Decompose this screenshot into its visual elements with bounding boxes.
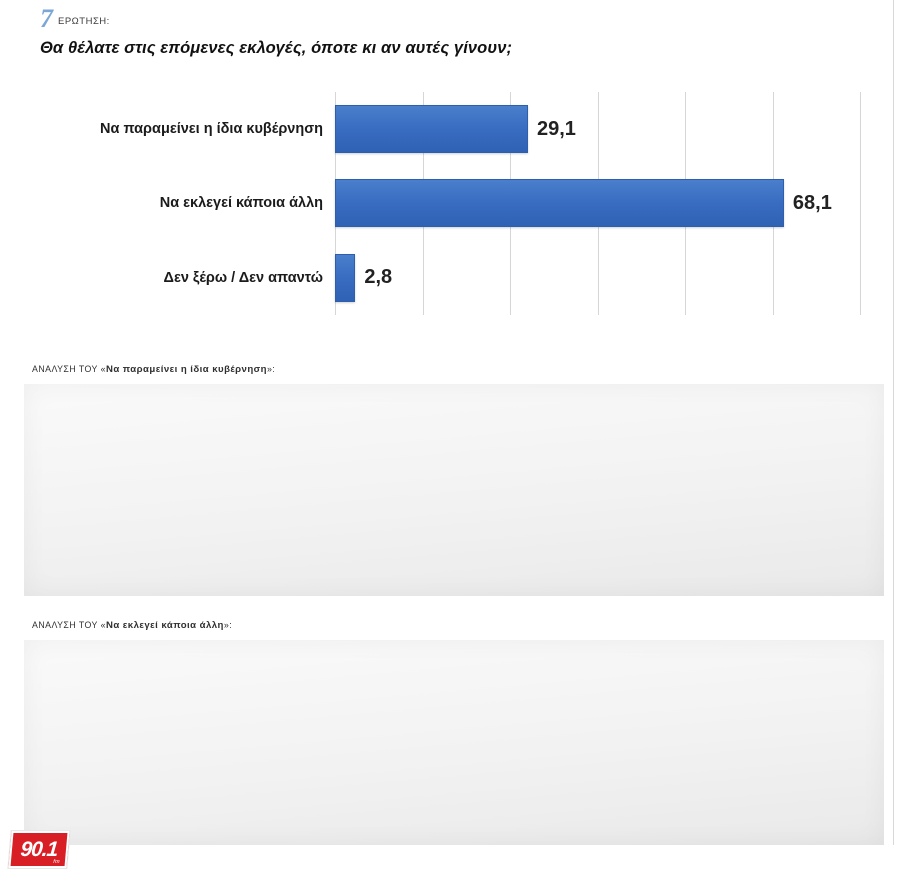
main-bar-row: Δεν ξέρω / Δεν απαντώ 2,8 <box>60 241 860 315</box>
station-logo-text: 90.1 <box>19 838 59 861</box>
breakdown-chart-other-groups <box>24 640 884 845</box>
section-caption-other: ΑΝΑΛΥΣΗ ΤΟΥ «Να εκλεγεί κάποια άλλη»: <box>32 620 232 631</box>
breakdown-chart-stay <box>24 384 884 596</box>
section-caption-other-suffix: »: <box>223 620 233 630</box>
station-logo: 90.1 fm <box>8 831 70 868</box>
section-caption-stay-bold: Να παραμείνει η ίδια κυβέρνηση <box>105 364 267 375</box>
breakdown-chart-other <box>24 640 884 845</box>
main-bar <box>335 253 356 302</box>
section-caption-other-bold: Να εκλεγεί κάποια άλλη <box>105 620 224 631</box>
main-bar-row: Να εκλεγεί κάποια άλλη 68,1 <box>60 166 860 240</box>
breakdown-chart-stay-groups <box>24 384 884 596</box>
page-title: Θα θέλατε στις επόμενες εκλογές, όποτε κ… <box>40 39 513 57</box>
page-edge-rule <box>893 0 894 845</box>
section-caption-stay-prefix: ΑΝΑΛΥΣΗ ΤΟΥ « <box>32 364 106 374</box>
main-bar-category-label: Δεν ξέρω / Δεν απαντώ <box>163 269 323 286</box>
question-kicker-label: ΕΡΩΤΗΣΗ: <box>58 16 110 27</box>
question-header: 7 ΕΡΩΤΗΣΗ: Θα θέλατε στις επόμενες εκλογ… <box>40 6 880 58</box>
question-number: 7 <box>40 4 53 33</box>
main-bar-chart: Να παραμείνει η ίδια κυβέρνηση 29,1 Να εκλ… <box>60 88 861 323</box>
main-bar <box>335 105 528 154</box>
main-bar-row: Να παραμείνει η ίδια κυβέρνηση 29,1 <box>60 92 860 166</box>
section-caption-other-prefix: ΑΝΑΛΥΣΗ ΤΟΥ « <box>32 620 106 630</box>
main-bar <box>335 179 784 228</box>
main-chart-rows: Να παραμείνει η ίδια κυβέρνηση 29,1 Να εκλ… <box>60 92 860 315</box>
section-caption-stay: ΑΝΑΛΥΣΗ ΤΟΥ «Να παραμείνει η ίδια κυβέρν… <box>32 364 275 375</box>
main-bar-value: 29,1 <box>536 117 576 140</box>
main-bar-track: 2,8 <box>335 241 860 315</box>
main-bar-value: 2,8 <box>364 266 393 289</box>
main-bar-value: 68,1 <box>792 191 832 214</box>
main-bar-track: 68,1 <box>335 166 860 240</box>
main-bar-track: 29,1 <box>335 92 860 166</box>
question-kicker-row: 7 ΕΡΩΤΗΣΗ: <box>40 4 880 33</box>
section-caption-stay-suffix: »: <box>266 364 276 374</box>
main-bar-category-label: Να εκλεγεί κάποια άλλη <box>159 195 323 212</box>
gridline <box>860 92 861 315</box>
main-bar-category-label: Να παραμείνει η ίδια κυβέρνηση <box>100 121 323 138</box>
station-logo-fm: fm <box>52 859 61 865</box>
